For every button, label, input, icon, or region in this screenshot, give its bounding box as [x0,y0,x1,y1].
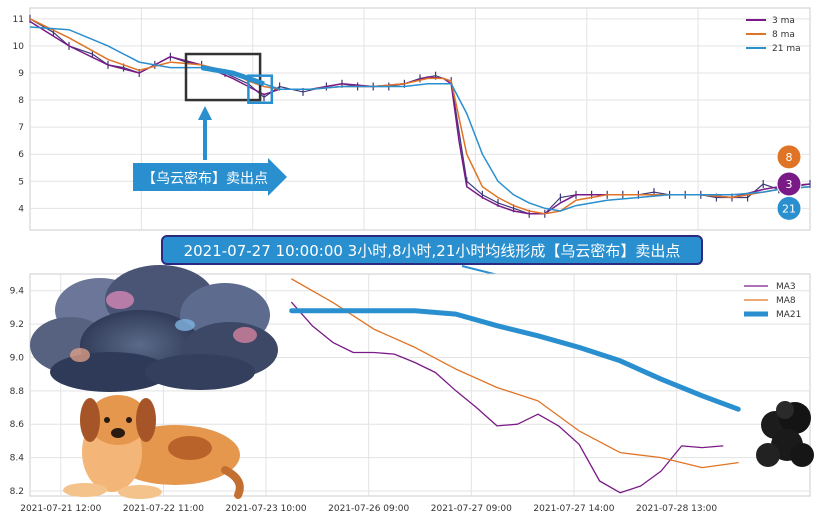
ma21-highlight-segment [201,65,265,87]
bottom-x-tick-label: 2021-07-27 14:00 [533,504,614,514]
top-y-tick-label: 6 [18,150,24,160]
top-legend-label: 3 ma [772,16,795,26]
bottom-series-MA3 [291,301,724,494]
bottom-y-tick-labels: 9.4 9.2 9.0 8.8 8.6 8.4 8.2 [10,287,25,497]
bottom-legend-label: MA21 [776,310,801,320]
top-end-badges: 8 3 21 [776,144,802,221]
annotation-label: 【乌云密布】卖出点 [142,170,268,187]
bottom-x-tick-label: 2021-07-27 09:00 [431,504,512,514]
bottom-x-tick-label: 2021-07-22 11:00 [123,504,204,514]
top-grid [30,8,810,230]
bottom-x-tick-label: 2021-07-23 10:00 [225,504,306,514]
top-highlight-boxes [184,52,274,105]
bottom-x-tick-label: 2021-07-26 09:00 [328,504,409,514]
top-annotation: 【乌云密布】卖出点 [133,106,287,196]
annotation-label-arrow-shape [133,158,287,196]
bottom-y-tick-label: 9.2 [10,320,24,330]
end-badge [776,144,802,170]
bottom-legend: MA3 MA8 MA21 [744,282,801,320]
bottom-y-tick-label: 8.4 [10,454,25,464]
bottom-x-tick-labels: 2021-07-21 12:00 2021-07-22 11:00 2021-07-… [20,504,717,514]
highlight-box-small [247,74,274,105]
signal-banner: 2021-07-27 10:00:00 3小时,8小时,21小时均线形成【乌云密… [161,235,703,285]
bottom-legend-label: MA3 [776,282,796,292]
end-badge-label: 3 [786,178,793,191]
highlight-box [184,52,262,102]
bottom-x-tick-label: 2021-07-21 12:00 [20,504,101,514]
bottom-y-tick-label: 8.8 [10,387,25,397]
bottom-x-tick-label: 2021-07-28 13:00 [636,504,717,514]
top-plot-area [29,7,811,231]
top-legend-label: 8 ma [772,30,795,40]
banner-box [161,235,703,265]
bottom-ma-series [289,278,741,494]
top-y-tick-label: 11 [13,15,24,25]
top-y-tick-label: 5 [18,177,24,187]
banner-text: 2021-07-27 10:00:00 3小时,8小时,21小时均线形成【乌云密… [184,242,681,260]
bottom-series-MA21 [289,308,741,412]
black-cloud-illustration [756,401,814,467]
top-y-tick-label: 10 [13,42,25,52]
bottom-legend-label: MA8 [776,296,796,306]
annotation-up-arrow-head [198,106,212,120]
end-badge [776,195,802,221]
top-y-tick-labels: 4 5 6 7 8 9 10 11 [13,15,25,215]
top-legend: 3 ma 8 ma 21 ma [746,16,801,54]
end-badge-label: 21 [782,202,796,215]
dog-illustration [63,395,244,499]
storm-cloud-illustration [30,265,278,392]
top-y-tick-label: 9 [18,69,24,79]
top-y-tick-label: 8 [18,96,24,106]
end-badge-label: 8 [786,151,793,164]
bottom-y-tick-label: 9.0 [10,353,25,363]
bottom-y-tick-label: 8.2 [10,487,24,497]
bottom-series-MA8 [291,278,739,469]
bottom-y-tick-label: 9.4 [10,287,25,297]
top-legend-label: 21 ma [772,44,801,54]
bottom-y-tick-label: 8.6 [10,420,25,430]
top-y-tick-label: 4 [18,204,24,214]
top-y-tick-label: 7 [18,123,24,133]
top-price-chart: 4 5 6 7 8 9 10 11 3 ma 8 ma 21 ma 8 3 21 【乌云密布】卖出点 [13,7,811,231]
